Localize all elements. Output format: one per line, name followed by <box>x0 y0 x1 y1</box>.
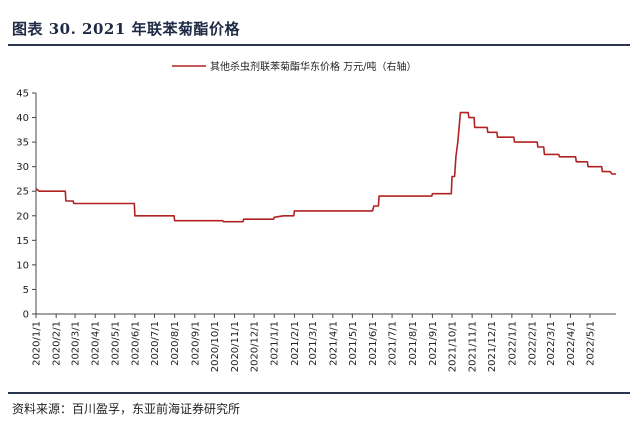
x-tick-label: 2020/6/1 <box>130 321 141 366</box>
x-tick-label: 2020/1/1 <box>32 321 43 366</box>
x-ticks: 2020/1/1 2020/2/1 2020/3/1 2020/4/1 2020/5/1… <box>32 314 596 372</box>
y-tick-label: 20 <box>16 211 29 222</box>
x-tick-label: 2021/2/1 <box>290 321 301 366</box>
y-tick-label: 40 <box>16 113 29 124</box>
y-tick-label: 25 <box>16 187 29 198</box>
x-tick-label: 2022/1/1 <box>507 321 518 366</box>
x-tick-label: 2020/7/1 <box>150 321 161 366</box>
y-tick-label: 15 <box>16 236 29 247</box>
y-tick-label: 30 <box>16 162 29 173</box>
x-tick-label: 2020/9/1 <box>190 321 201 366</box>
x-tick-label: 2022/3/1 <box>546 321 557 366</box>
x-tick-label: 2021/4/1 <box>328 321 339 366</box>
x-tick-label: 2020/10/1 <box>210 321 221 372</box>
series-line <box>35 111 616 223</box>
figure-title: 图表 30. 2021 年联苯菊酯价格 <box>12 20 241 38</box>
x-tick-label: 2021/12/1 <box>487 321 498 372</box>
x-tick-label: 2021/5/1 <box>348 321 359 366</box>
x-tick-label: 2021/9/1 <box>428 321 439 366</box>
x-tick-label: 2021/3/1 <box>308 321 319 366</box>
series-layer <box>35 111 616 223</box>
bottom-divider <box>8 392 630 394</box>
x-tick-label: 2022/4/1 <box>566 321 577 366</box>
x-tick-label: 2021/6/1 <box>368 321 379 366</box>
y-ticks: 0 5 10 15 20 25 30 35 40 45 <box>16 89 36 321</box>
x-tick-label: 2021/11/1 <box>468 321 479 372</box>
y-tick-label: 35 <box>16 138 29 149</box>
x-tick-label: 2020/12/1 <box>250 321 261 372</box>
x-tick-label: 2021/10/1 <box>447 321 458 372</box>
top-divider <box>8 44 630 46</box>
x-tick-label: 2022/5/1 <box>585 321 596 366</box>
y-tick-label: 10 <box>16 260 29 271</box>
y-tick-label: 5 <box>23 285 29 296</box>
x-tick-label: 2020/11/1 <box>230 321 241 372</box>
y-tick-label: 45 <box>16 89 29 100</box>
source-note: 资料来源：百川盈孚，东亚前海证券研究所 <box>12 402 241 416</box>
x-tick-label: 2020/2/1 <box>52 321 63 366</box>
x-tick-label: 2020/3/1 <box>71 321 82 366</box>
x-tick-label: 2020/8/1 <box>170 321 181 366</box>
legend: 其他杀虫剂联苯菊酯华东价格 万元/吨（右轴） <box>172 60 417 73</box>
x-tick-label: 2022/2/1 <box>528 321 539 366</box>
x-tick-label: 2020/4/1 <box>91 321 102 366</box>
x-tick-label: 2021/8/1 <box>408 321 419 366</box>
legend-label: 其他杀虫剂联苯菊酯华东价格 万元/吨（右轴） <box>210 60 417 73</box>
x-tick-label: 2020/5/1 <box>110 321 121 366</box>
y-tick-label: 0 <box>23 310 29 321</box>
x-tick-label: 2021/7/1 <box>388 321 399 366</box>
x-tick-label: 2021/1/1 <box>270 321 281 366</box>
axes <box>35 93 616 315</box>
